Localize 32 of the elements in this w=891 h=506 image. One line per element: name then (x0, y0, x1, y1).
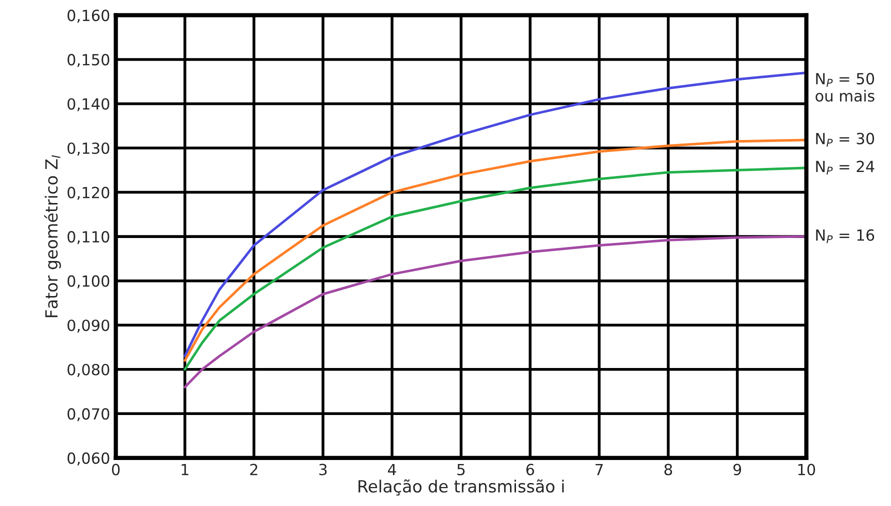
x-tick-label: 2 (250, 464, 258, 476)
series-label: N$_{P}$ = 50 ou mais (816, 72, 874, 102)
series-label: N$_{P}$ = 16 (816, 229, 874, 244)
x-tick-label: 5 (457, 464, 465, 476)
y-tick-label: 0,150 (68, 54, 110, 68)
y-tick-label: 0,110 (68, 231, 110, 244)
y-tick-label: 0,060 (68, 452, 110, 466)
y-tick-label: 0,100 (68, 275, 110, 288)
x-tick-label: 7 (596, 464, 603, 476)
series-label: N$_{P}$ = 30 (816, 132, 874, 147)
x-axis-title: Relação de transmissão i (358, 479, 564, 496)
x-tick-label: 9 (733, 464, 742, 476)
x-tick-label: 3 (319, 464, 327, 476)
x-tick-label: 10 (798, 464, 816, 476)
line-series (184, 235, 806, 388)
line-series (184, 138, 806, 362)
x-tick-label: 6 (526, 464, 534, 476)
y-tick-label: 0,130 (68, 142, 110, 156)
series-label: N$_{P}$ = 24 (816, 160, 874, 175)
y-axis-title: Fator geométrico Z$_{I}$ (44, 155, 61, 318)
x-tick-label: 8 (664, 464, 672, 476)
y-tick-label: 0,070 (68, 408, 110, 422)
y-tick-label: 0,120 (68, 186, 110, 200)
y-tick-label: 0,080 (68, 364, 110, 377)
y-tick-label: 0,160 (68, 10, 110, 23)
x-tick-label: 4 (388, 464, 396, 476)
x-tick-label: 0 (112, 464, 120, 476)
line-series (184, 166, 806, 371)
y-tick-label: 0,140 (68, 98, 110, 112)
x-tick-label: 1 (182, 464, 188, 476)
line-series (184, 71, 806, 358)
y-tick-label: 0,090 (68, 320, 110, 333)
